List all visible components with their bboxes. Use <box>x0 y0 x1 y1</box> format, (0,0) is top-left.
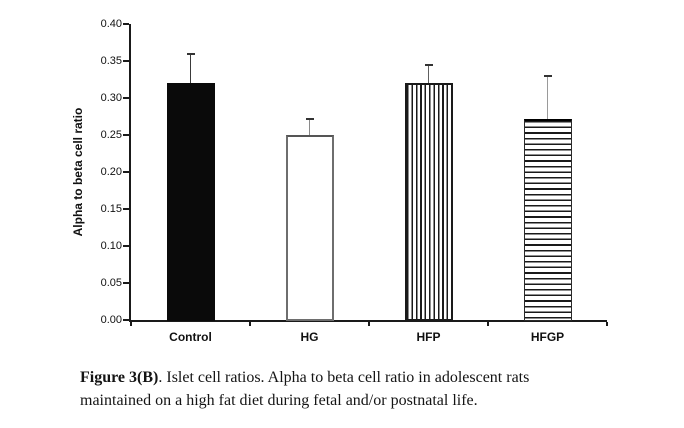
x-category-label-hfgp: HFGP <box>530 330 565 344</box>
y-tick-label: 0.05 <box>100 276 122 289</box>
y-tick-label: 0.10 <box>100 239 122 252</box>
error-bar-cap-hfp <box>424 63 433 66</box>
error-bar-cap-hfgp <box>543 74 552 77</box>
error-bar-hg <box>308 119 311 135</box>
x-category-label-control: Control <box>169 330 212 344</box>
x-tick-mark <box>487 322 489 326</box>
y-tick-label: 0.40 <box>100 17 122 30</box>
y-tick-label: 0.35 <box>100 54 122 67</box>
x-category-label-hg: HG <box>300 330 319 344</box>
y-tick-mark <box>123 134 129 136</box>
x-axis-line <box>129 320 607 322</box>
x-tick-mark <box>368 322 370 326</box>
y-axis-line <box>129 24 131 322</box>
error-bar-cap-control <box>186 52 195 55</box>
y-tick-mark <box>123 171 129 173</box>
y-tick-mark <box>123 23 129 25</box>
y-tick-mark <box>123 60 129 62</box>
bar-hg <box>285 135 334 321</box>
x-category-label-hfp: HFP <box>416 330 441 344</box>
x-tick-mark <box>249 322 251 326</box>
bar-control <box>166 83 215 321</box>
caption-figure-label: Figure 3(B) <box>80 369 159 386</box>
error-bar-cap-hg <box>305 118 314 121</box>
bar-hfgp <box>523 118 572 321</box>
y-tick-mark <box>123 208 129 210</box>
y-tick-label: 0.15 <box>100 202 122 215</box>
caption-line-1: Figure 3(B). Islet cell ratios. Alpha to… <box>80 366 529 389</box>
figure-caption: Figure 3(B). Islet cell ratios. Alpha to… <box>80 366 529 412</box>
y-tick-label: 0.20 <box>100 165 122 178</box>
caption-line-2: maintained on a high fat diet during fet… <box>80 392 478 409</box>
y-tick-label: 0.30 <box>100 91 122 104</box>
y-tick-mark <box>123 245 129 247</box>
caption-line-1-text: . Islet cell ratios. Alpha to beta cell … <box>158 369 530 386</box>
error-bar-hfgp <box>546 75 549 119</box>
x-tick-mark <box>130 322 132 326</box>
y-axis-title: Alpha to beta cell ratio <box>71 107 85 237</box>
y-tick-label: 0.00 <box>100 313 122 326</box>
y-tick-label: 0.25 <box>100 128 122 141</box>
error-bar-hfp <box>427 64 430 84</box>
y-tick-mark <box>123 282 129 284</box>
y-tick-mark <box>123 319 129 321</box>
bar-hfp <box>404 83 453 321</box>
error-bar-control <box>189 53 192 84</box>
bar-chart: Alpha to beta cell ratio 0.00 0.05 0.10 0.1… <box>71 17 608 344</box>
x-tick-mark <box>606 322 608 326</box>
y-tick-mark <box>123 97 129 99</box>
